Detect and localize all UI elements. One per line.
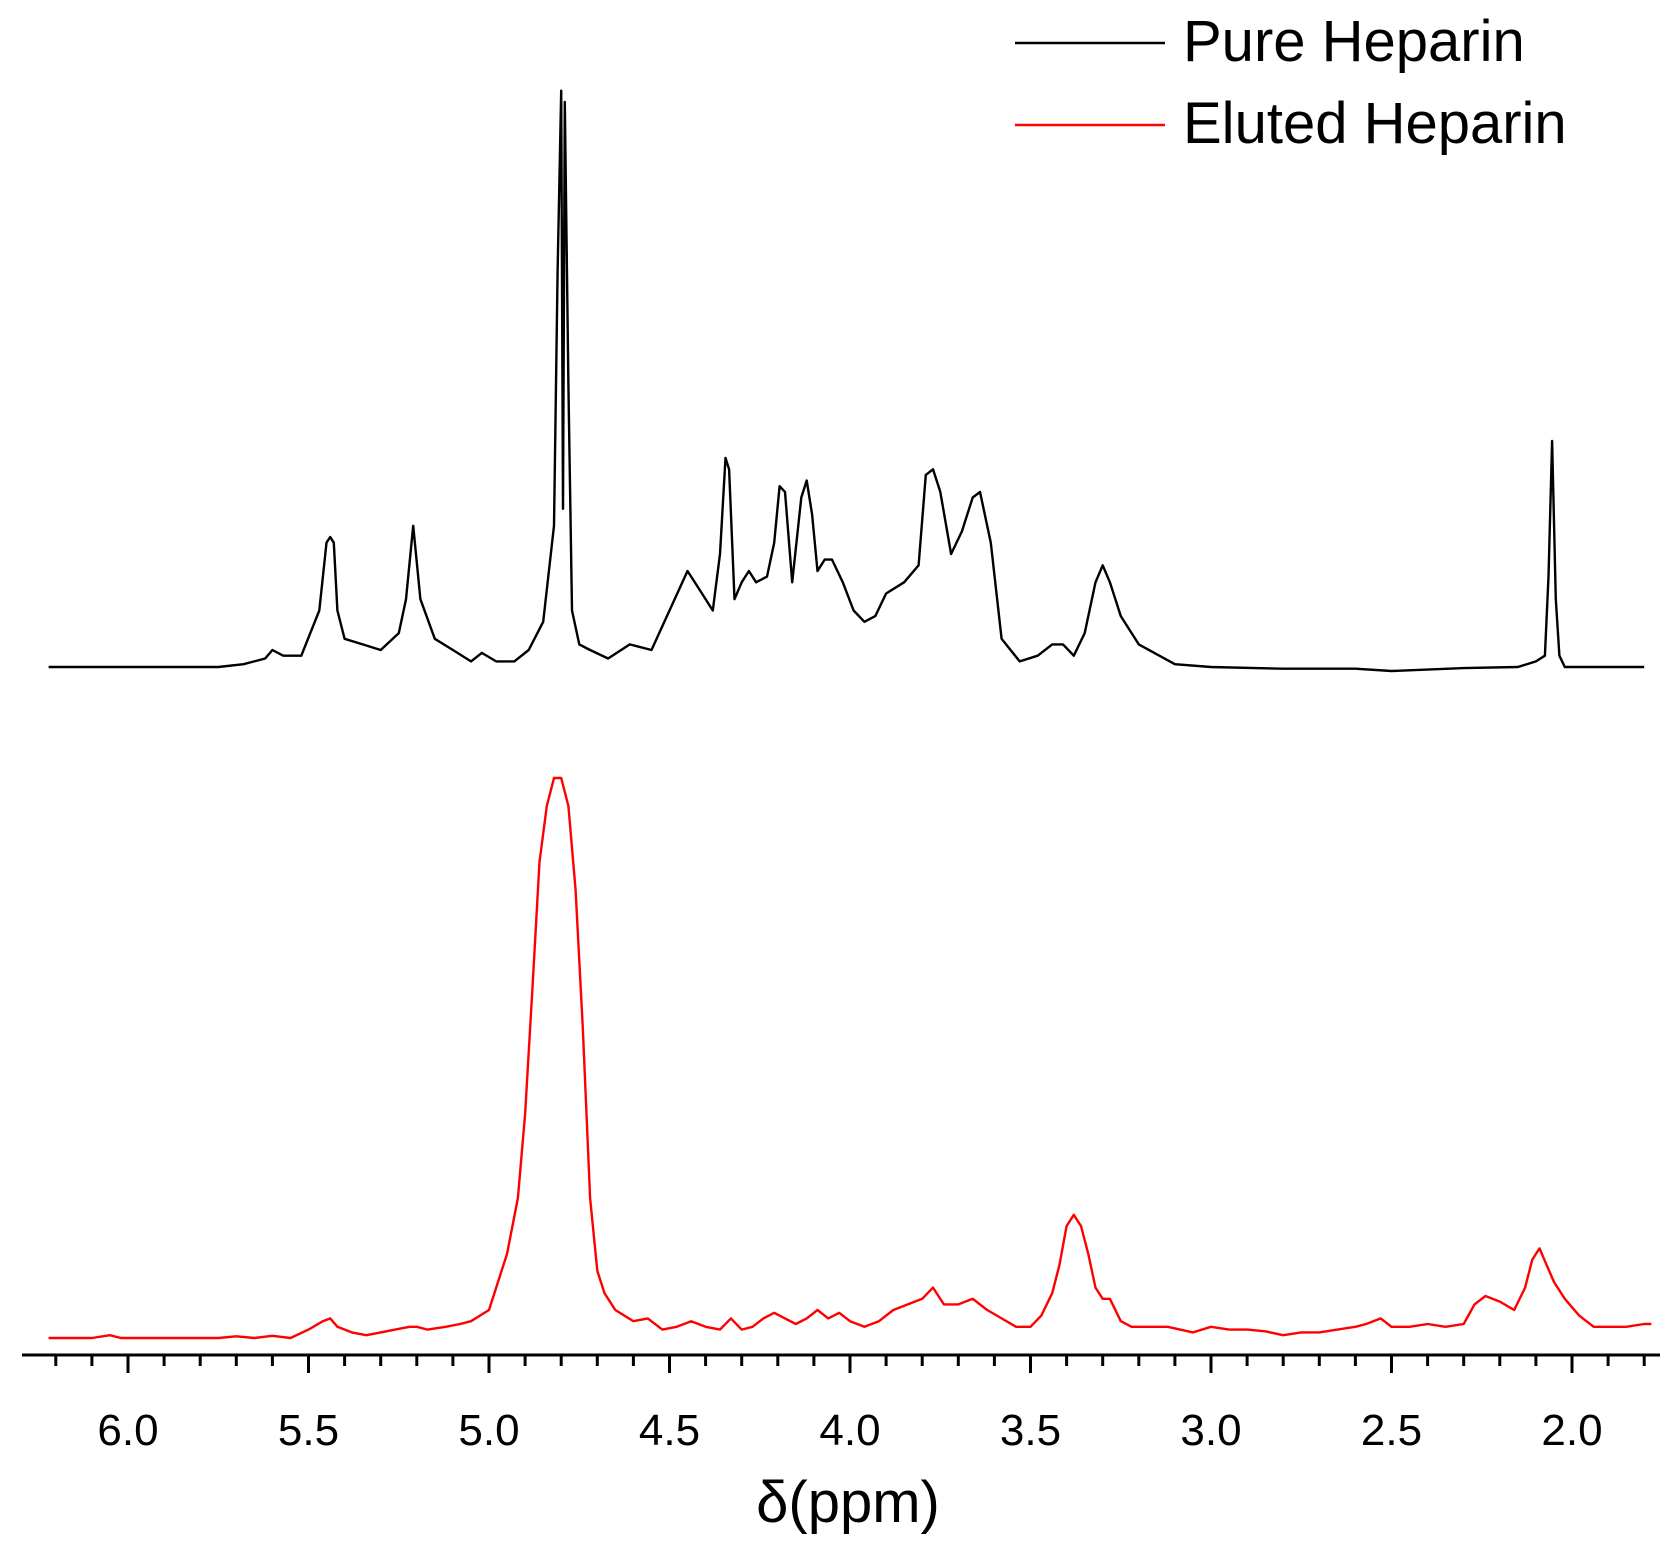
x-tick-label: 4.0 <box>819 1406 880 1455</box>
legend-label: Eluted Heparin <box>1183 91 1567 156</box>
x-tick-label: 2.5 <box>1361 1406 1422 1455</box>
x-tick-label: 5.5 <box>278 1406 339 1455</box>
plot-area <box>48 89 1652 1340</box>
legend-label: Pure Heparin <box>1183 9 1525 74</box>
series-line-1 <box>48 89 1645 673</box>
x-tick-label: 6.0 <box>97 1406 158 1455</box>
x-tick-label: 2.0 <box>1541 1406 1602 1455</box>
x-axis-label: δ(ppm) <box>756 1470 940 1535</box>
series-line-2 <box>48 776 1652 1340</box>
x-axis: 6.0 5.5 5.0 4.5 4.0 3.5 3.0 2.5 2.0 δ(ppm) <box>22 1353 1660 1535</box>
series-layer <box>48 89 1652 1340</box>
x-tick-label: 3.5 <box>1000 1406 1061 1455</box>
x-tick-label: 4.5 <box>639 1406 700 1455</box>
legend: Pure Heparin Eluted Heparin <box>1015 9 1567 156</box>
x-tick-label: 3.0 <box>1180 1406 1241 1455</box>
x-tick-label: 5.0 <box>458 1406 519 1455</box>
x-tick-labels: 6.0 5.5 5.0 4.5 4.0 3.5 3.0 2.5 2.0 <box>97 1406 1602 1455</box>
x-ticks <box>54 1355 1646 1373</box>
